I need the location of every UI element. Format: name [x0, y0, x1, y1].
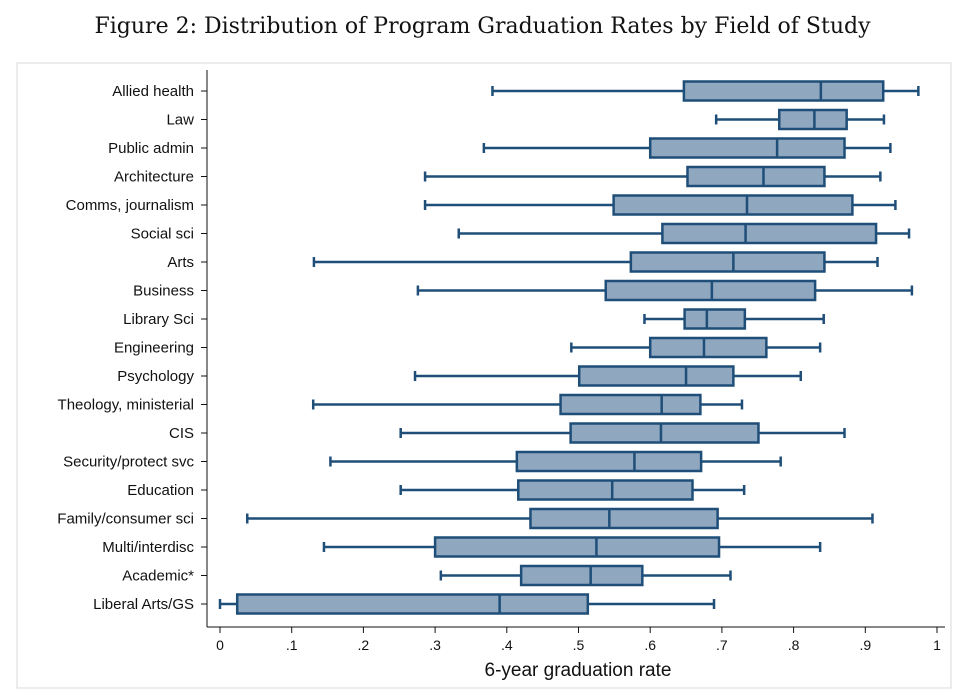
category-label: Allied health: [112, 83, 194, 100]
iqr-box: [433, 536, 721, 558]
box-0: [491, 80, 920, 102]
axes-group: 0 .1 .2 .3 .4 .5 .6 .7 .8 .9 1 Allied health Law Publ…: [57, 70, 945, 653]
category-label: Architecture: [114, 169, 194, 186]
box-18: [218, 593, 716, 615]
iqr-box: [629, 251, 826, 273]
x-tick-label: 1: [933, 637, 941, 653]
x-tick-label: 0: [216, 637, 224, 653]
box-11: [311, 393, 744, 416]
category-label: Business: [133, 283, 194, 300]
box-13: [329, 450, 782, 473]
iqr-box: [612, 194, 854, 216]
iqr-box: [686, 165, 826, 188]
box-5: [457, 222, 911, 245]
iqr-box: [604, 279, 817, 302]
box-12: [399, 422, 846, 444]
iqr-box: [569, 422, 760, 444]
x-axis-title: 6-year graduation rate: [485, 660, 672, 681]
iqr-box: [661, 222, 878, 245]
iqr-box: [577, 365, 735, 387]
x-tick-label: .5: [573, 637, 585, 653]
box-10: [413, 365, 803, 387]
box-14: [399, 479, 746, 501]
x-tick-label: .3: [429, 637, 441, 653]
plot-frame: [16, 62, 952, 689]
iqr-box: [559, 393, 702, 416]
iqr-box: [235, 593, 590, 615]
category-label: Social sci: [131, 226, 194, 243]
iqr-box: [682, 80, 885, 102]
box-9: [570, 336, 822, 359]
iqr-box: [529, 507, 719, 530]
box-6: [312, 251, 879, 273]
category-label: Education: [127, 482, 194, 499]
box-4: [423, 194, 897, 216]
category-label: Theology, ministerial: [58, 397, 194, 414]
box-3: [423, 165, 882, 188]
chart-title: Figure 2: Distribution of Program Gradua…: [94, 14, 871, 39]
iqr-box: [648, 336, 768, 359]
x-tick-label: .9: [859, 637, 871, 653]
box-8: [643, 308, 825, 330]
x-tick-label: .4: [501, 637, 513, 653]
iqr-box: [515, 450, 703, 473]
category-label: Public admin: [108, 140, 194, 157]
category-label: Multi/interdisc: [102, 539, 194, 556]
category-label: Liberal Arts/GS: [93, 596, 194, 613]
x-tick-label: .2: [358, 637, 370, 653]
box-marks-group: [218, 80, 920, 615]
box-2: [482, 137, 892, 159]
iqr-box: [519, 564, 644, 587]
category-label: Comms, journalism: [66, 197, 194, 214]
category-label: Security/protect svc: [63, 454, 194, 471]
box-16: [322, 536, 822, 558]
x-tick-label: .7: [716, 637, 728, 653]
category-label: Library Sci: [123, 311, 194, 328]
box-15: [245, 507, 874, 530]
x-tick-label: .8: [788, 637, 800, 653]
x-tick-label: .6: [644, 637, 656, 653]
category-label: Law: [166, 112, 194, 129]
iqr-box: [778, 108, 848, 131]
iqr-box: [683, 308, 747, 330]
box-17: [439, 564, 732, 587]
category-label: Arts: [167, 254, 194, 271]
x-tick-label: .1: [286, 637, 298, 653]
category-label: Psychology: [117, 368, 194, 385]
category-label: Engineering: [114, 340, 194, 357]
category-label: Academic*: [122, 568, 194, 585]
box-7: [416, 279, 914, 302]
box-1: [714, 108, 886, 131]
category-label: CIS: [169, 425, 194, 442]
iqr-box: [517, 479, 694, 501]
category-label: Family/consumer sci: [57, 511, 194, 528]
iqr-box: [648, 137, 846, 159]
